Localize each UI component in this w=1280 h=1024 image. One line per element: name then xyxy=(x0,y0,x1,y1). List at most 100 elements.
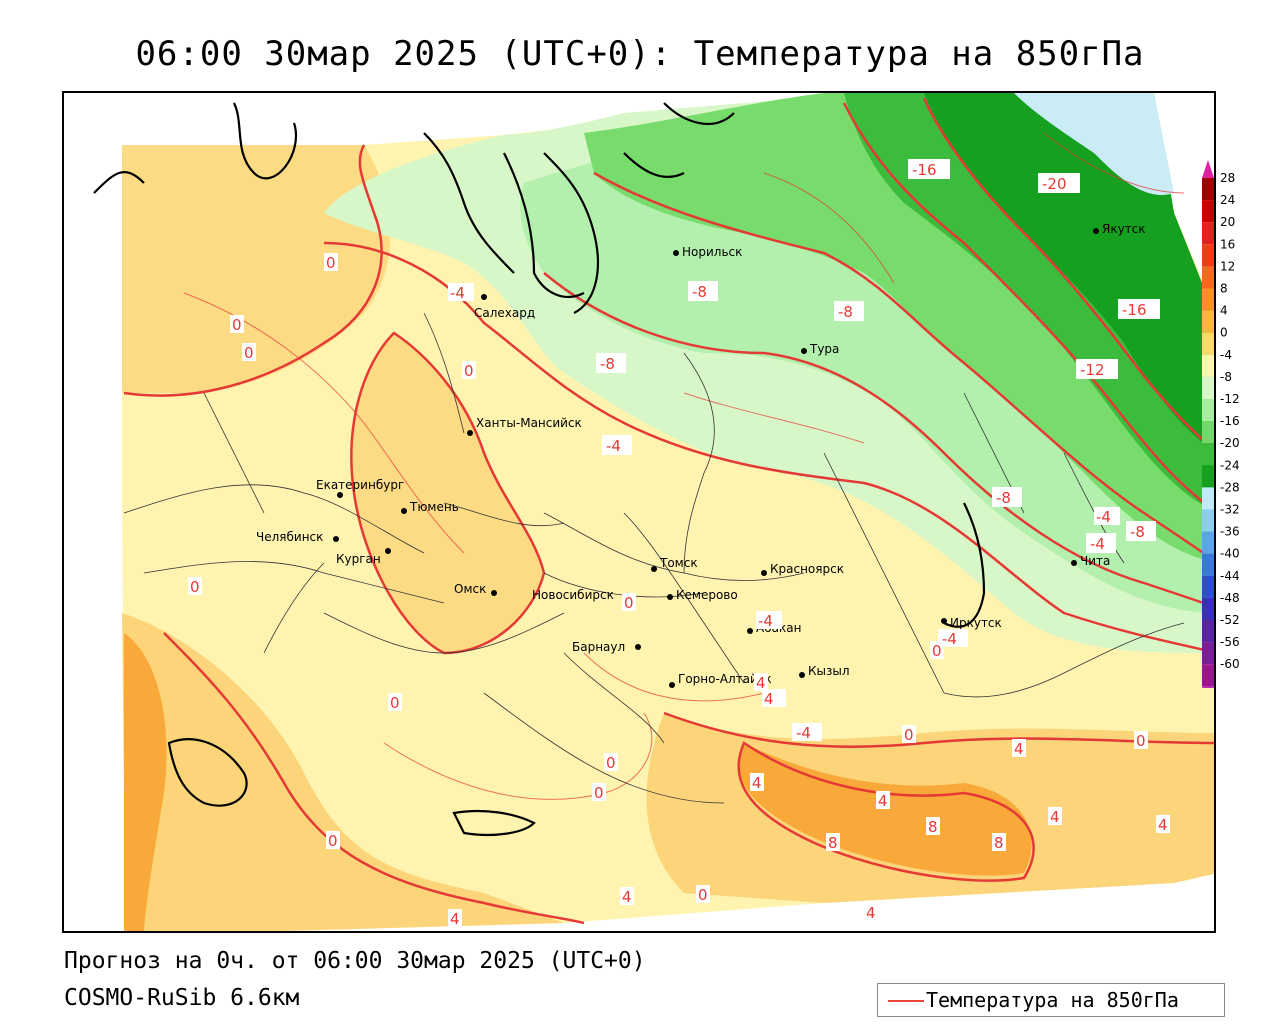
coastlines xyxy=(93,102,986,837)
city-label-kurgan: Курган xyxy=(336,552,381,566)
city-dot-kurgan xyxy=(385,548,391,554)
scale-bottom-arrow xyxy=(1202,686,1214,688)
scale-swatch xyxy=(1202,664,1214,687)
iso-label: -4 xyxy=(1090,535,1105,553)
city-dot-chita xyxy=(1071,560,1077,566)
city-dot-barnaul xyxy=(635,644,641,650)
iso-label: 0 xyxy=(698,886,708,904)
scale-tick-label: -52 xyxy=(1220,613,1240,627)
city-label-omsk: Омск xyxy=(454,582,486,596)
scale-swatch xyxy=(1202,222,1214,245)
legend: Температура на 850гПа xyxy=(877,983,1225,1017)
legend-label: Температура на 850гПа xyxy=(926,988,1179,1012)
city-label-irkutsk: Иркутск xyxy=(950,616,1002,630)
city-label-kyzyl: Кызыл xyxy=(808,664,850,678)
scale-swatch xyxy=(1202,178,1214,201)
city-label-barnaul: Барнаул xyxy=(572,640,625,654)
city-label-yekaterinburg: Екатеринбург xyxy=(316,478,404,492)
iso-label: 0 xyxy=(328,832,338,850)
iso-label: -4 xyxy=(1096,508,1111,526)
temperature-map: Норильск Салехард Тура Якутск Ханты-Манс… xyxy=(64,93,1214,931)
iso-label: -12 xyxy=(1080,361,1105,379)
scale-swatch xyxy=(1202,642,1214,665)
scale-tick-label: 0 xyxy=(1220,326,1228,340)
scale-swatch xyxy=(1202,465,1214,488)
iso-label: -16 xyxy=(912,161,937,179)
city-dot-tomsk xyxy=(651,566,657,572)
city-dot-kemerovo xyxy=(667,594,673,600)
iso-label: 0 xyxy=(232,316,242,334)
scale-tick-label: -56 xyxy=(1220,635,1240,649)
iso-label: 4 xyxy=(866,904,876,922)
iso-label: 4 xyxy=(622,888,632,906)
iso-label: 8 xyxy=(928,818,938,836)
city-label-novosibirsk: Новосибирск xyxy=(532,588,614,602)
iso-label: -4 xyxy=(450,284,465,302)
color-scale: 28 24 20 16 12 8 4 0 -4 -8 -12 -16 -20 -24 -28 -32 -36 -4… xyxy=(1200,158,1270,688)
city-dot-kyzyl xyxy=(799,672,805,678)
scale-tick-label: -32 xyxy=(1220,503,1240,517)
iso-label: 4 xyxy=(756,674,766,692)
scale-tick-label: -16 xyxy=(1220,414,1240,428)
scale-tick-label: 8 xyxy=(1220,282,1228,296)
city-label-tyumen: Тюмень xyxy=(409,500,459,514)
scale-tick-label: 12 xyxy=(1220,259,1235,273)
warm-zone-northwest xyxy=(122,145,391,393)
iso-label: -8 xyxy=(838,303,853,321)
scale-swatch xyxy=(1202,509,1214,532)
city-markers: Норильск Салехард Тура Якутск Ханты-Манс… xyxy=(256,222,1146,688)
city-dot-gorno-altaysk xyxy=(669,682,675,688)
scale-tick-label: -20 xyxy=(1220,436,1240,450)
map-frame: Норильск Салехард Тура Якутск Ханты-Манс… xyxy=(62,91,1216,933)
scale-tick-label: 4 xyxy=(1220,304,1228,318)
scale-swatch xyxy=(1202,421,1214,444)
scale-swatch xyxy=(1202,531,1214,554)
iso-label: 0 xyxy=(932,642,942,660)
scale-tick-label: 24 xyxy=(1220,193,1235,207)
scale-swatch xyxy=(1202,200,1214,223)
scale-tick-label: 20 xyxy=(1220,215,1235,229)
iso-label: 0 xyxy=(190,578,200,596)
city-dot-tyumen xyxy=(401,508,407,514)
iso-label: 0 xyxy=(390,694,400,712)
iso-label: -8 xyxy=(1130,523,1145,541)
scale-swatch xyxy=(1202,266,1214,289)
scale-tick-label: -40 xyxy=(1220,547,1240,561)
iso-label: 4 xyxy=(1050,808,1060,826)
scale-tick-label: -60 xyxy=(1220,657,1240,671)
scale-swatch xyxy=(1202,288,1214,311)
scale-tick-label: -4 xyxy=(1220,348,1232,362)
city-dot-yakutsk xyxy=(1093,228,1099,234)
city-label-yakutsk: Якутск xyxy=(1102,222,1146,236)
city-label-tomsk: Томск xyxy=(659,556,698,570)
scale-swatch xyxy=(1202,332,1214,355)
warm-zone-west xyxy=(122,613,564,931)
city-dot-chelyabinsk xyxy=(333,536,339,542)
iso-label: 8 xyxy=(994,834,1004,852)
iso-label: 0 xyxy=(624,594,634,612)
isolines xyxy=(123,97,1214,925)
scale-tick-label: -24 xyxy=(1220,458,1240,472)
model-name: COSMO-RuSib 6.6км xyxy=(64,985,300,1011)
hot-zone-southwest xyxy=(124,633,167,931)
scale-tick-label: -8 xyxy=(1220,370,1232,384)
city-dot-yekaterinburg xyxy=(337,492,343,498)
scale-swatch xyxy=(1202,487,1214,510)
iso-label: 8 xyxy=(828,834,838,852)
city-dot-norilsk xyxy=(673,250,679,256)
iso-label: -8 xyxy=(600,355,615,373)
iso-label: 0 xyxy=(244,344,254,362)
scale-swatch xyxy=(1202,620,1214,643)
city-label-norilsk: Норильск xyxy=(682,245,742,259)
scale-tick-label: -36 xyxy=(1220,525,1240,539)
iso-label: 4 xyxy=(878,792,888,810)
city-label-chelyabinsk: Челябинск xyxy=(256,530,323,544)
city-dot-abakan xyxy=(747,628,753,634)
scale-tick-label: 16 xyxy=(1220,237,1235,251)
iso-label: -8 xyxy=(996,489,1011,507)
thin-isolines xyxy=(183,132,1185,800)
iso-label: 4 xyxy=(764,690,774,708)
iso-label: -20 xyxy=(1042,175,1067,193)
iso-label: 0 xyxy=(594,784,604,802)
scale-swatch xyxy=(1202,553,1214,576)
